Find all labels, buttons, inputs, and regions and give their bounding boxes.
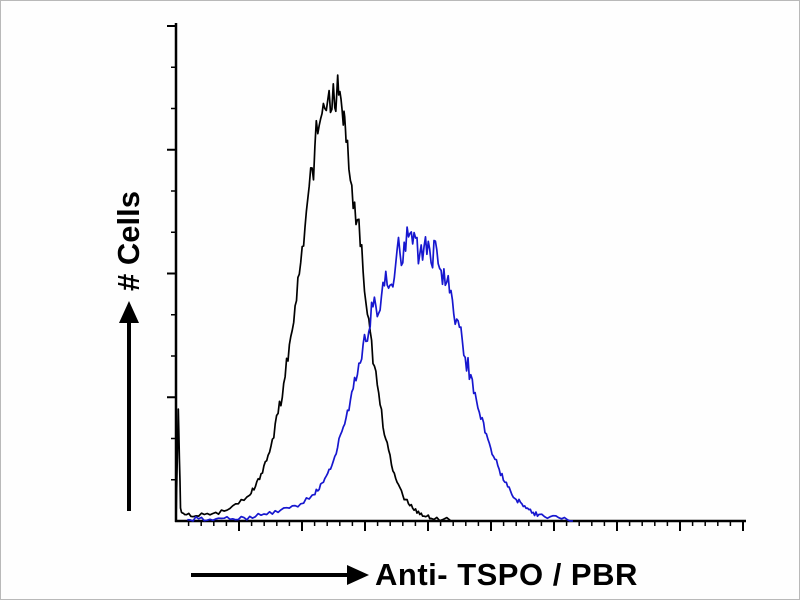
y-axis-arrow-icon — [119, 301, 139, 511]
blue-histogram-curve — [187, 226, 573, 522]
histogram-curves — [175, 74, 573, 522]
axis-ticks — [167, 25, 744, 531]
x-axis-arrow-icon — [191, 565, 369, 585]
y-axis-label: # Cells — [111, 191, 146, 291]
black-histogram-curve — [175, 74, 460, 522]
x-axis-label: Anti- TSPO / PBR — [375, 557, 638, 592]
